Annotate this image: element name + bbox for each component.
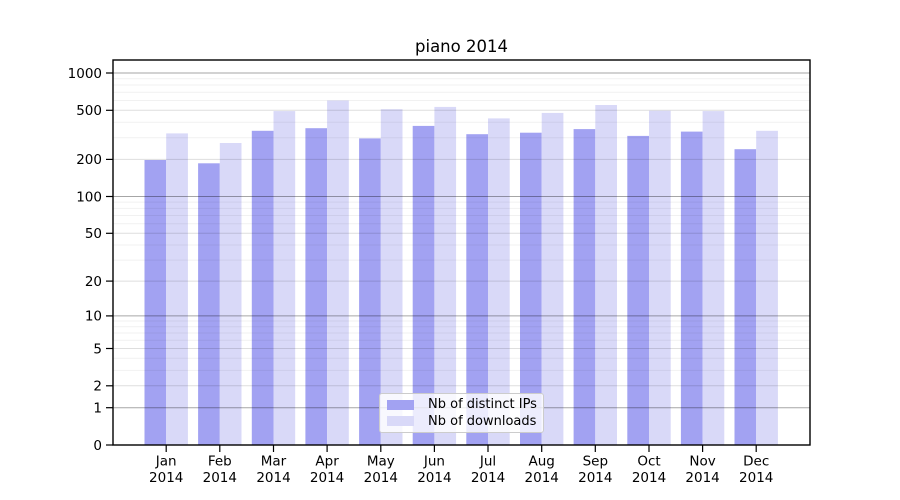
bar-downloads bbox=[219, 143, 242, 445]
x-tick-label-year: 2014 bbox=[256, 470, 290, 486]
y-tick-label: 1 bbox=[93, 401, 102, 417]
x-tick-label-year: 2014 bbox=[471, 470, 505, 486]
y-tick-label: 200 bbox=[76, 152, 102, 168]
x-tick-label-year: 2014 bbox=[417, 470, 451, 486]
x-tick-label-month: Jun bbox=[423, 454, 445, 470]
legend-entry-downloads: Nb of downloads bbox=[380, 414, 543, 429]
x-tick-label-month: Apr bbox=[315, 454, 339, 470]
bar-distinct-ips bbox=[520, 132, 542, 445]
bar-distinct-ips bbox=[627, 135, 649, 445]
x-tick-label-month: Oct bbox=[637, 454, 660, 470]
y-tick-label: 100 bbox=[76, 189, 102, 205]
y-tick-label: 1000 bbox=[68, 66, 102, 82]
legend-swatch-distinct-ips bbox=[387, 399, 414, 410]
bar-downloads bbox=[380, 109, 403, 445]
bar-downloads bbox=[595, 105, 617, 445]
x-tick-label-month: Dec bbox=[743, 454, 769, 470]
bar-distinct-ips bbox=[734, 149, 757, 445]
legend: Nb of distinct IPs Nb of downloads bbox=[379, 393, 544, 433]
bar-downloads bbox=[756, 130, 778, 446]
legend-label-distinct-ips: Nb of distinct IPs bbox=[428, 397, 537, 413]
y-tick-label: 2 bbox=[93, 379, 102, 395]
bar-downloads bbox=[273, 111, 296, 445]
x-tick-label-month: May bbox=[367, 454, 395, 470]
bar-downloads bbox=[434, 106, 457, 446]
bar-downloads bbox=[488, 118, 510, 446]
x-tick-label-year: 2014 bbox=[310, 470, 344, 486]
x-tick-label-month: Feb bbox=[208, 454, 232, 470]
bar-distinct-ips bbox=[251, 130, 274, 446]
x-tick-label-month: Aug bbox=[529, 454, 555, 470]
y-tick-label: 5 bbox=[93, 341, 102, 357]
bar-downloads bbox=[541, 112, 564, 446]
y-tick-label: 20 bbox=[85, 274, 102, 290]
bar-distinct-ips bbox=[573, 129, 596, 445]
x-tick-label-year: 2014 bbox=[525, 470, 559, 486]
x-tick-label-year: 2014 bbox=[685, 470, 719, 486]
bar-downloads bbox=[327, 100, 349, 445]
bar-distinct-ips bbox=[412, 125, 435, 446]
x-tick-label-month: Jan bbox=[155, 454, 177, 470]
legend-label-downloads: Nb of downloads bbox=[428, 413, 537, 429]
bar-downloads bbox=[166, 133, 188, 445]
y-tick-label: 0 bbox=[93, 438, 102, 454]
axes-frame bbox=[112, 59, 811, 446]
bar-distinct-ips bbox=[198, 163, 220, 446]
x-tick-label-year: 2014 bbox=[149, 470, 183, 486]
legend-swatch-downloads bbox=[387, 416, 414, 427]
x-tick-label-month: Nov bbox=[689, 454, 715, 470]
legend-entry-distinct-ips: Nb of distinct IPs bbox=[380, 397, 543, 412]
x-tick-label-year: 2014 bbox=[739, 470, 773, 486]
x-tick-label-year: 2014 bbox=[203, 470, 237, 486]
bar-distinct-ips bbox=[359, 138, 381, 445]
x-tick-label-month: Mar bbox=[261, 454, 287, 470]
bar-distinct-ips bbox=[144, 160, 167, 445]
x-tick-label-month: Sep bbox=[583, 454, 608, 470]
y-tick-label: 10 bbox=[85, 309, 102, 325]
bar-downloads bbox=[649, 110, 671, 445]
bar-distinct-ips bbox=[466, 134, 488, 445]
bar-downloads bbox=[702, 111, 725, 445]
x-tick-label-year: 2014 bbox=[364, 470, 398, 486]
bar-distinct-ips bbox=[680, 131, 703, 445]
y-tick-label: 50 bbox=[85, 226, 102, 242]
chart-title: piano 2014 bbox=[415, 37, 508, 56]
x-tick-label-month: Jul bbox=[479, 454, 496, 470]
bar-distinct-ips bbox=[305, 128, 328, 445]
x-tick-label-year: 2014 bbox=[578, 470, 612, 486]
y-tick-label: 500 bbox=[76, 103, 102, 119]
x-tick-label-year: 2014 bbox=[632, 470, 666, 486]
